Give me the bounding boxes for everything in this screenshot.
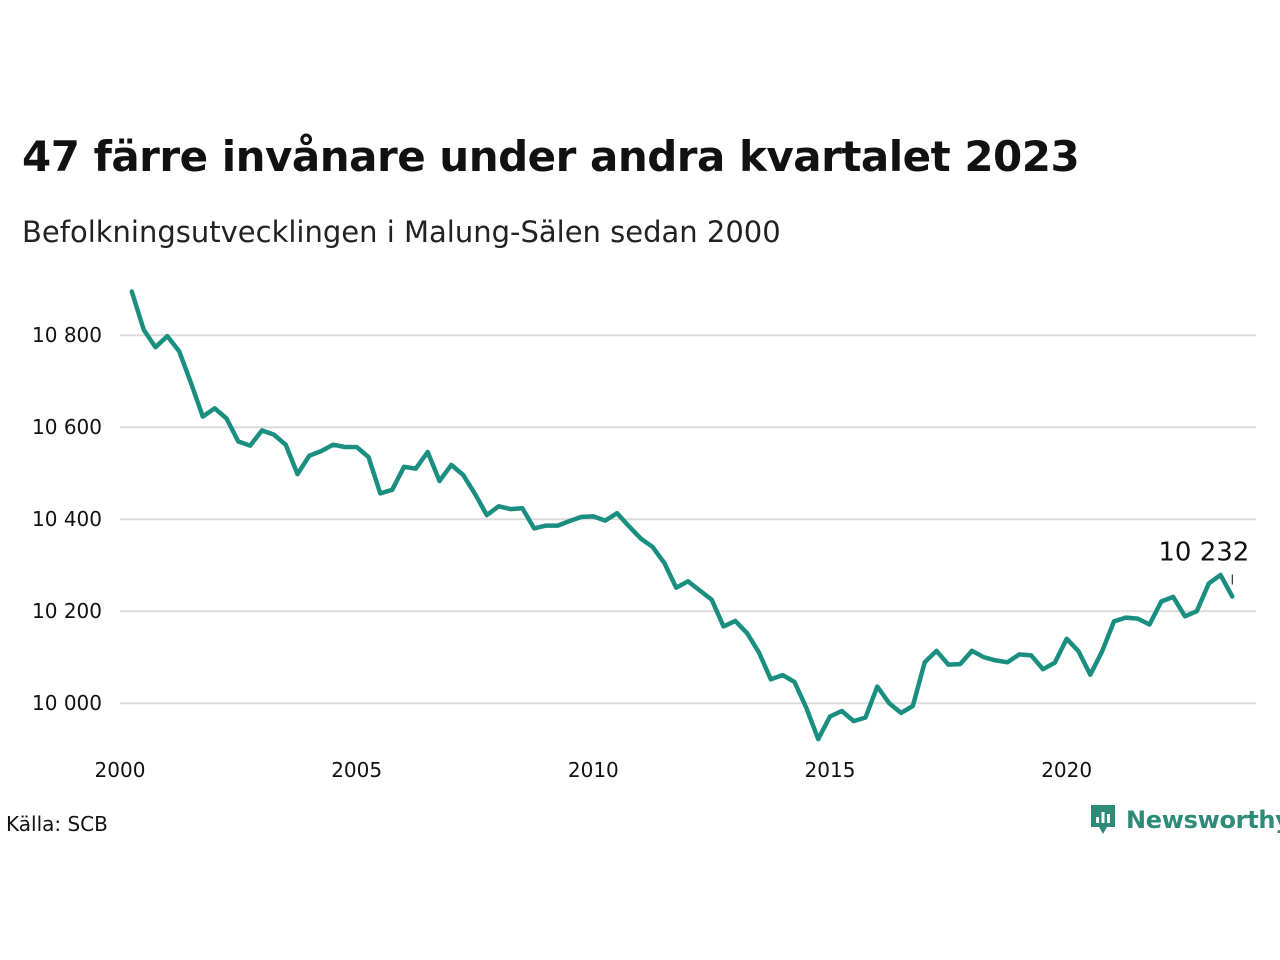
y-tick-label: 10 000 [32,691,102,715]
x-axis-tick-labels: 2000 2005 2010 2015 2020 [95,758,1093,782]
y-axis-tick-labels: 10 000 10 200 10 400 10 600 10 800 [32,323,102,715]
population-line [129,289,1235,742]
brand-logo: Newsworthy [1088,803,1280,837]
x-tick-label: 2010 [568,758,619,782]
last-value-label: 10 232 [1158,537,1249,567]
y-tick-label: 10 800 [32,323,102,347]
x-tick-label: 2000 [95,758,146,782]
y-tick-label: 10 200 [32,599,102,623]
chart-title: 47 färre invånare under andra kvartalet … [22,132,1080,181]
x-tick-label: 2005 [331,758,382,782]
source-label: Källa: SCB [6,812,108,836]
x-tick-label: 2015 [805,758,856,782]
x-tick-label: 2020 [1041,758,1092,782]
y-tick-label: 10 400 [32,507,102,531]
y-tick-label: 10 600 [32,415,102,439]
brand-name: Newsworthy [1126,806,1280,834]
chart-subtitle: Befolkningsutvecklingen i Malung-Sälen s… [22,215,781,249]
newsworthy-logo-icon [1091,805,1115,834]
gridlines [120,334,1256,705]
annotations: 10 232 [1158,537,1249,585]
series-layer [129,289,1235,742]
